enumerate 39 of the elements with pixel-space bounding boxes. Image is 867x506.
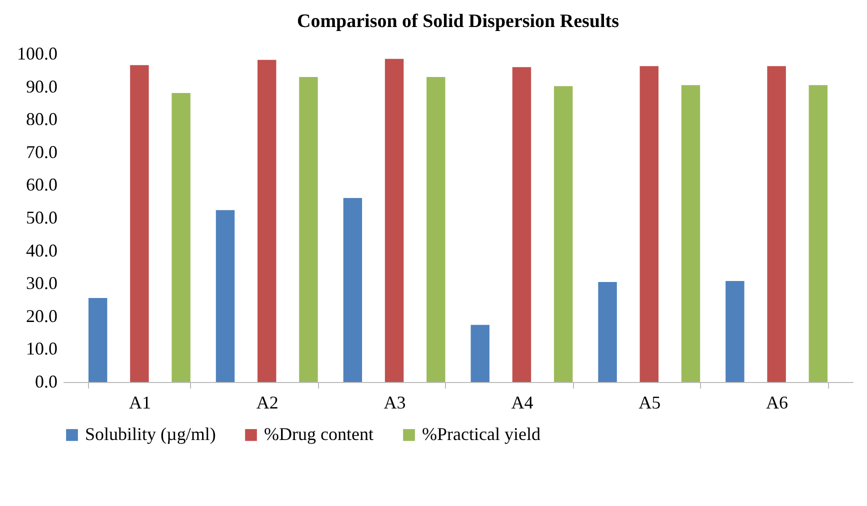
y-tick-label: 40.0 [26,240,58,260]
bar [726,280,744,382]
legend-label: %Drug content [264,424,374,444]
y-tick-label: 80.0 [26,109,58,130]
bar [554,86,573,382]
x-tick-label: A4 [511,392,534,412]
y-tick-label: 100.0 [17,44,58,64]
y-tick-label: 70.0 [26,142,58,162]
y-tick-label: 10.0 [26,338,58,359]
bar [343,198,362,382]
y-tick-label: 20.0 [26,306,58,326]
y-tick-label: 30.0 [26,273,58,294]
bar [216,210,235,382]
bar [470,324,490,382]
bar [426,76,446,382]
x-tick-label: A2 [256,392,278,412]
x-tick-label: A5 [638,392,661,412]
bar [808,85,828,382]
bar [88,298,108,382]
y-tick-label: 90.0 [26,76,58,96]
y-tick-label: 60.0 [26,174,58,195]
bar [598,282,617,382]
bar [258,60,276,382]
x-tick-label: A3 [384,392,406,412]
bar [767,66,786,382]
x-tick-label: A1 [128,392,151,412]
y-tick-label: 50.0 [26,208,58,228]
legend-label: Solubility (µg/ml) [85,424,216,444]
bar [640,66,658,382]
legend-label: %Practical yield [422,424,540,444]
bar [130,65,149,382]
x-tick-label: A6 [766,392,788,412]
bar [512,67,532,382]
chart-title: Comparison of Solid Dispersion Results [297,11,619,32]
bar [299,76,318,382]
bar [384,58,404,382]
bar [681,85,700,382]
bar [172,93,190,382]
y-tick-label: 0.0 [35,372,58,392]
